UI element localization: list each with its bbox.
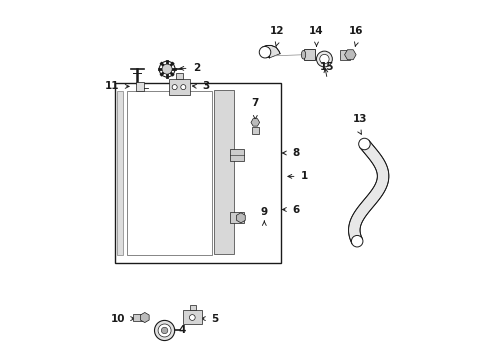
Polygon shape [348, 140, 388, 244]
Text: 4: 4 [178, 325, 185, 336]
Bar [115, 83, 280, 263]
Polygon shape [263, 45, 280, 58]
Text: 2: 2 [193, 63, 200, 73]
Text: 16: 16 [348, 26, 363, 36]
Circle shape [181, 85, 185, 90]
Text: 9: 9 [260, 207, 267, 217]
Bar [168, 79, 190, 95]
Circle shape [161, 327, 167, 334]
Bar [127, 91, 212, 255]
Bar [176, 73, 182, 79]
Bar [117, 91, 123, 255]
Text: 1: 1 [301, 171, 307, 181]
Circle shape [172, 85, 177, 90]
Text: 13: 13 [352, 114, 366, 124]
Bar [213, 90, 233, 254]
Circle shape [351, 235, 362, 247]
Text: 7: 7 [251, 98, 259, 108]
Circle shape [154, 320, 174, 341]
Circle shape [189, 315, 195, 320]
Bar [183, 310, 202, 324]
Circle shape [316, 51, 332, 67]
Circle shape [259, 46, 270, 58]
Text: 6: 6 [291, 204, 299, 215]
Bar [251, 127, 258, 134]
Text: 15: 15 [319, 62, 334, 72]
Bar [136, 82, 143, 91]
Text: 14: 14 [308, 26, 323, 36]
Circle shape [358, 138, 369, 150]
Circle shape [158, 324, 171, 337]
Bar [190, 305, 196, 310]
Text: 5: 5 [211, 314, 218, 324]
Bar [339, 50, 349, 60]
Bar [230, 149, 244, 161]
Bar [230, 212, 244, 223]
Text: 10: 10 [110, 314, 125, 324]
Ellipse shape [301, 50, 305, 59]
Circle shape [162, 64, 172, 74]
Bar [303, 49, 314, 60]
Text: 11: 11 [105, 81, 120, 91]
Circle shape [319, 54, 328, 64]
Text: 3: 3 [202, 81, 209, 91]
Text: 8: 8 [291, 148, 299, 158]
Bar [133, 314, 143, 321]
Text: 12: 12 [269, 26, 284, 36]
